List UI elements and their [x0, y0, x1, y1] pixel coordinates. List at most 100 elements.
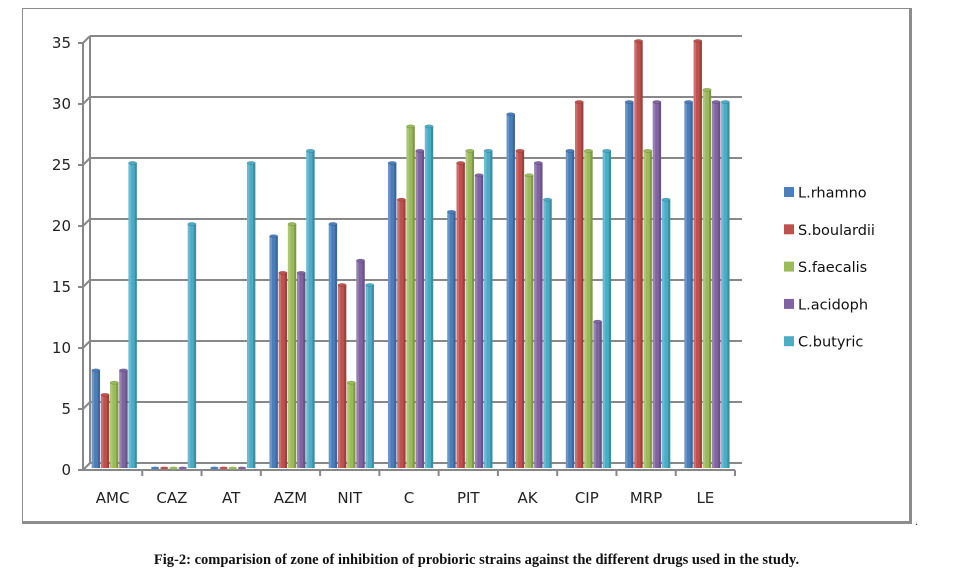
bar-highlight — [602, 150, 606, 469]
bar-shade — [275, 236, 278, 468]
bar — [406, 124, 416, 469]
bar-cap — [702, 87, 712, 92]
bar — [296, 270, 306, 468]
bar-highlight — [702, 89, 706, 469]
bar-highlight — [711, 102, 715, 468]
bar-highlight — [297, 272, 300, 468]
bar — [187, 222, 197, 468]
bar-highlight — [684, 102, 687, 468]
bar-body — [397, 199, 406, 468]
bar-cap — [187, 222, 197, 226]
bar-cap — [565, 148, 575, 153]
bar-highlight — [424, 126, 428, 469]
bar-cap-zero — [150, 466, 160, 470]
bar-shade — [462, 163, 465, 468]
y-tick-label: 35 — [52, 34, 71, 52]
bar-shade — [640, 41, 643, 468]
bar — [634, 39, 643, 468]
gridline-depth — [82, 462, 91, 471]
bar-highlight — [484, 150, 487, 469]
bar-highlight — [100, 394, 104, 468]
bar-body — [721, 102, 730, 468]
y-tick-label: 15 — [52, 278, 71, 296]
legend-item: L.rhamno — [784, 186, 867, 202]
bar-cap-zero — [169, 466, 178, 470]
bar — [337, 283, 347, 468]
bar-cap — [643, 148, 653, 153]
bar-highlight — [524, 175, 528, 468]
y-axis: 0 5 10 15 20 25 30 35 — [52, 34, 84, 479]
bar-highlight — [634, 41, 637, 468]
bar-shade — [116, 382, 119, 468]
trailing-period: . — [915, 514, 918, 528]
bar-highlight — [584, 150, 587, 469]
bar-highlight — [543, 199, 546, 468]
legend-label: L.rhamno — [798, 186, 867, 202]
bar-body — [415, 150, 424, 469]
bar-highlight — [721, 102, 724, 468]
bar — [169, 466, 178, 470]
bar-shade — [521, 150, 525, 469]
bar — [160, 466, 169, 470]
bar-highlight — [625, 102, 628, 468]
bar-body — [534, 163, 543, 468]
bar-shade — [540, 163, 543, 468]
bar — [711, 100, 721, 468]
legend-swatch — [784, 298, 794, 309]
bar-highlight — [593, 321, 596, 468]
bar-body — [269, 236, 278, 468]
bar — [483, 148, 493, 469]
gridline-depth — [82, 401, 91, 410]
bar-chart: 0 5 10 15 20 25 30 35 AMC CAZ AT AZM NIT C PIT AK CIP MR… — [52, 34, 875, 507]
bar — [269, 234, 279, 468]
bar-shade — [453, 211, 456, 469]
bar — [447, 209, 456, 469]
bar-highlight — [652, 102, 656, 468]
bar-body — [187, 224, 197, 468]
bar-body — [625, 102, 634, 468]
bar-body — [565, 150, 575, 469]
bar-shade — [599, 321, 602, 468]
bar — [661, 197, 671, 468]
bar-cap-zero — [178, 466, 187, 470]
bar-shade — [608, 150, 612, 469]
bar-cap-zero — [219, 466, 228, 470]
bar-body — [693, 41, 702, 468]
bar-body — [388, 163, 397, 468]
bar-highlight — [575, 102, 578, 468]
bar-cap — [328, 222, 338, 226]
bar-cap — [346, 380, 356, 385]
bar-cap — [118, 368, 128, 373]
bar-cap — [109, 380, 119, 385]
x-tick-label: AZM — [274, 489, 307, 507]
bar-body — [661, 199, 671, 468]
bar-cap — [246, 161, 256, 165]
bar-shade — [107, 394, 110, 468]
bar-cap — [634, 39, 643, 43]
bar-highlight — [415, 150, 419, 469]
bar — [602, 148, 612, 469]
gridline-depth — [82, 340, 91, 349]
bar-highlight — [306, 150, 309, 469]
bar-cap-zero — [210, 466, 219, 470]
bar-cap — [406, 124, 416, 129]
y-tick-label: 25 — [52, 156, 71, 174]
bar-highlight — [465, 150, 469, 469]
bar-cap — [269, 234, 279, 239]
bar — [178, 466, 187, 470]
bar-highlight — [388, 163, 391, 468]
bar-body — [328, 224, 338, 468]
bar-cap — [661, 197, 671, 202]
bar — [109, 380, 119, 468]
bar-highlight — [693, 41, 697, 468]
bar — [396, 197, 406, 468]
bar-body — [356, 260, 365, 468]
bar-shade — [284, 272, 288, 468]
bar-shade — [371, 285, 374, 468]
bar-body — [246, 163, 256, 468]
bar — [306, 148, 315, 469]
bar — [565, 148, 575, 469]
bars — [91, 39, 730, 470]
bar-highlight — [447, 211, 450, 469]
legend-item: S.boulardii — [784, 223, 875, 239]
